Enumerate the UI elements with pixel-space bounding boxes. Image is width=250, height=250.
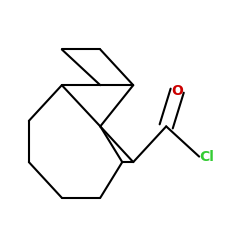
Text: Cl: Cl xyxy=(199,150,214,164)
Text: O: O xyxy=(171,84,183,98)
